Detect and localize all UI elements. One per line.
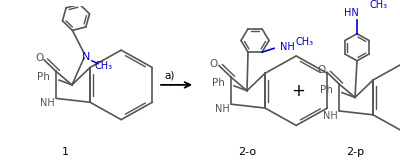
Text: 2-o: 2-o (238, 147, 256, 157)
Text: NH: NH (323, 111, 337, 121)
Text: 1: 1 (62, 147, 68, 157)
Text: CH₃: CH₃ (296, 37, 314, 47)
Text: 2-p: 2-p (346, 147, 364, 157)
Text: Ph: Ph (37, 72, 50, 82)
Text: a): a) (165, 70, 175, 80)
Text: +: + (291, 82, 305, 100)
Text: N: N (82, 52, 90, 62)
Text: NH: NH (40, 98, 54, 108)
Text: NH: NH (280, 42, 295, 52)
Text: HN: HN (344, 8, 358, 18)
Text: Ph: Ph (320, 85, 333, 95)
Text: NH: NH (215, 104, 229, 114)
Text: Ph: Ph (212, 78, 225, 88)
Text: O: O (210, 59, 218, 69)
Text: CH₃: CH₃ (95, 61, 113, 71)
Text: O: O (318, 65, 326, 75)
Text: O: O (35, 53, 43, 63)
Text: CH₃: CH₃ (369, 0, 387, 10)
